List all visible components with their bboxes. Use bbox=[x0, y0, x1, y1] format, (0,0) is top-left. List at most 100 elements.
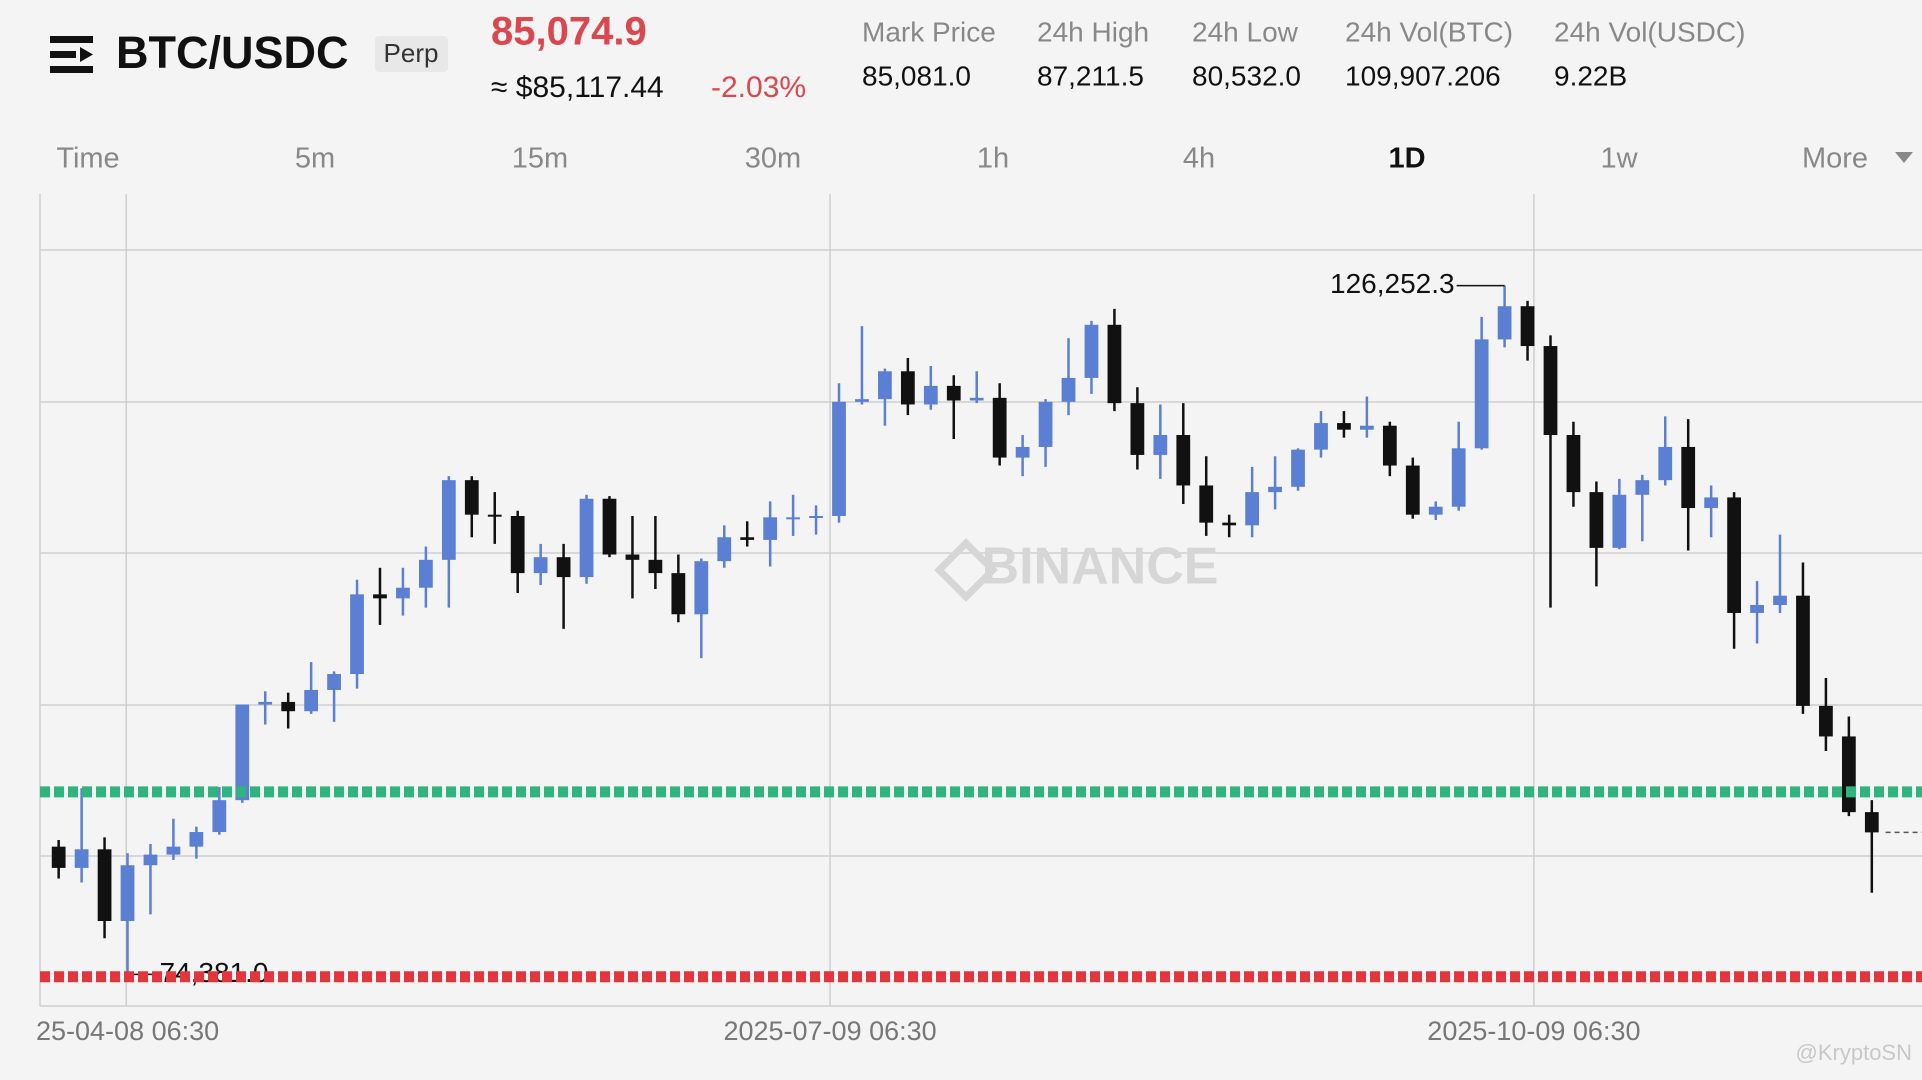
candle-body bbox=[1497, 306, 1512, 340]
stat-value: 87,211.5 bbox=[1037, 60, 1144, 91]
candle-body bbox=[1727, 497, 1741, 613]
candle-body bbox=[694, 561, 709, 615]
candle-body bbox=[1589, 492, 1604, 548]
candle-body bbox=[1268, 486, 1282, 493]
symbol[interactable]: BTC/USDC bbox=[116, 27, 349, 78]
candle-body bbox=[1543, 346, 1558, 436]
chart: BINANCE 25-04-08 06:30 2025-07-09 06:30 202… bbox=[36, 194, 1922, 1065]
candle-body bbox=[1451, 448, 1466, 507]
candle-body bbox=[1107, 324, 1122, 404]
watermark: BINANCE bbox=[982, 538, 1219, 596]
candle-body bbox=[786, 517, 800, 520]
candle-body bbox=[832, 401, 846, 517]
stat-label: 24h Low bbox=[1192, 16, 1299, 47]
candle-body bbox=[1612, 494, 1627, 548]
candle-body bbox=[1819, 705, 1833, 737]
menu-bar bbox=[50, 66, 93, 73]
candle-body bbox=[74, 849, 89, 868]
candle-body bbox=[1038, 401, 1053, 447]
stat-value: 80,532.0 bbox=[1192, 60, 1301, 91]
candle-body bbox=[373, 594, 387, 599]
interval-tab[interactable]: 30m bbox=[745, 143, 801, 175]
candle-body bbox=[1474, 339, 1489, 449]
candle-body bbox=[878, 371, 892, 400]
interval-tab[interactable]: 5m bbox=[295, 143, 335, 175]
candle-body bbox=[1291, 449, 1305, 487]
candle-body bbox=[900, 371, 915, 405]
stat-label: 24h High bbox=[1037, 16, 1149, 47]
candle-body bbox=[1314, 423, 1328, 450]
interval-tab[interactable]: 1h bbox=[977, 143, 1009, 175]
candle-body bbox=[1199, 485, 1214, 523]
candle-body bbox=[923, 385, 938, 405]
candle-body bbox=[1382, 425, 1397, 466]
stat-value: 85,081.0 bbox=[862, 60, 971, 91]
candle-body bbox=[281, 701, 296, 712]
annotation-label: 126,252.3 bbox=[1330, 268, 1455, 299]
stat-label: Mark Price bbox=[862, 16, 996, 47]
candle-body bbox=[1773, 595, 1787, 605]
candle-body bbox=[625, 554, 640, 560]
dropdown-arrow bbox=[1895, 152, 1913, 163]
candle-body bbox=[304, 689, 319, 712]
candle-body bbox=[1681, 446, 1696, 509]
candle-body bbox=[189, 832, 204, 847]
menu-bar bbox=[50, 51, 76, 58]
badge bbox=[375, 36, 448, 72]
candle-body bbox=[510, 516, 525, 574]
candle-body bbox=[1176, 435, 1191, 486]
candle-body bbox=[969, 397, 984, 401]
candle-body bbox=[1566, 435, 1581, 493]
interval-tab[interactable]: 1w bbox=[1600, 143, 1638, 175]
candle-body bbox=[441, 480, 456, 560]
candle-body bbox=[1360, 425, 1374, 430]
candle-body bbox=[740, 537, 755, 540]
candle-body bbox=[556, 557, 571, 578]
stat-label: 24h Vol(BTC) bbox=[1345, 16, 1513, 47]
candle-body bbox=[1337, 423, 1351, 430]
candle-body bbox=[809, 516, 823, 519]
menu-arrow bbox=[80, 47, 93, 62]
candle-body bbox=[1520, 306, 1535, 347]
interval-tab[interactable]: Time bbox=[56, 143, 119, 175]
price-change: -2.03% bbox=[711, 71, 806, 104]
candle-body bbox=[143, 854, 158, 866]
x-tick-label: 25-04-08 06:30 bbox=[36, 1016, 219, 1046]
candle-body bbox=[602, 498, 617, 555]
x-tick-label: 2025-07-09 06:30 bbox=[723, 1016, 936, 1046]
candle-body bbox=[166, 846, 181, 855]
candle-body bbox=[97, 849, 112, 922]
candle-body bbox=[1428, 506, 1443, 515]
candle-body bbox=[946, 385, 961, 401]
candle-body bbox=[1222, 522, 1237, 526]
interval-tab[interactable]: 1D bbox=[1388, 143, 1425, 175]
candle-body bbox=[1405, 465, 1420, 515]
interval-tab[interactable]: 4h bbox=[1183, 143, 1215, 175]
candle-body bbox=[1635, 480, 1650, 495]
candle-body bbox=[1245, 492, 1260, 526]
stat-label: 24h Vol(USDC) bbox=[1554, 16, 1745, 47]
candle-body bbox=[212, 800, 227, 833]
stat-value: 109,907.206 bbox=[1345, 60, 1501, 91]
x-tick-label: 2025-10-09 06:30 bbox=[1427, 1016, 1640, 1046]
interval-tab[interactable]: 15m bbox=[512, 143, 568, 175]
menu-icon[interactable] bbox=[50, 36, 93, 73]
candle-body bbox=[1796, 595, 1810, 706]
candle-body bbox=[1658, 446, 1673, 481]
last-price: 85,074.9 bbox=[491, 10, 647, 54]
watermark-logo bbox=[934, 538, 998, 602]
candle-body bbox=[258, 701, 273, 705]
candle-body bbox=[396, 587, 410, 599]
candle-body bbox=[671, 573, 686, 615]
candle-body bbox=[1015, 446, 1030, 458]
stat-value: 9.22B bbox=[1554, 60, 1627, 91]
candle-body bbox=[350, 594, 364, 675]
candle-body bbox=[419, 559, 433, 588]
interval-tabs: Time 5m 15m 30m 1h 4h 1D 1w More bbox=[56, 143, 1913, 175]
interval-tab[interactable]: More bbox=[1802, 143, 1868, 175]
candle-body bbox=[579, 498, 594, 578]
candle-body bbox=[1084, 324, 1099, 378]
candle-body bbox=[51, 846, 66, 868]
candle-body bbox=[855, 399, 869, 402]
